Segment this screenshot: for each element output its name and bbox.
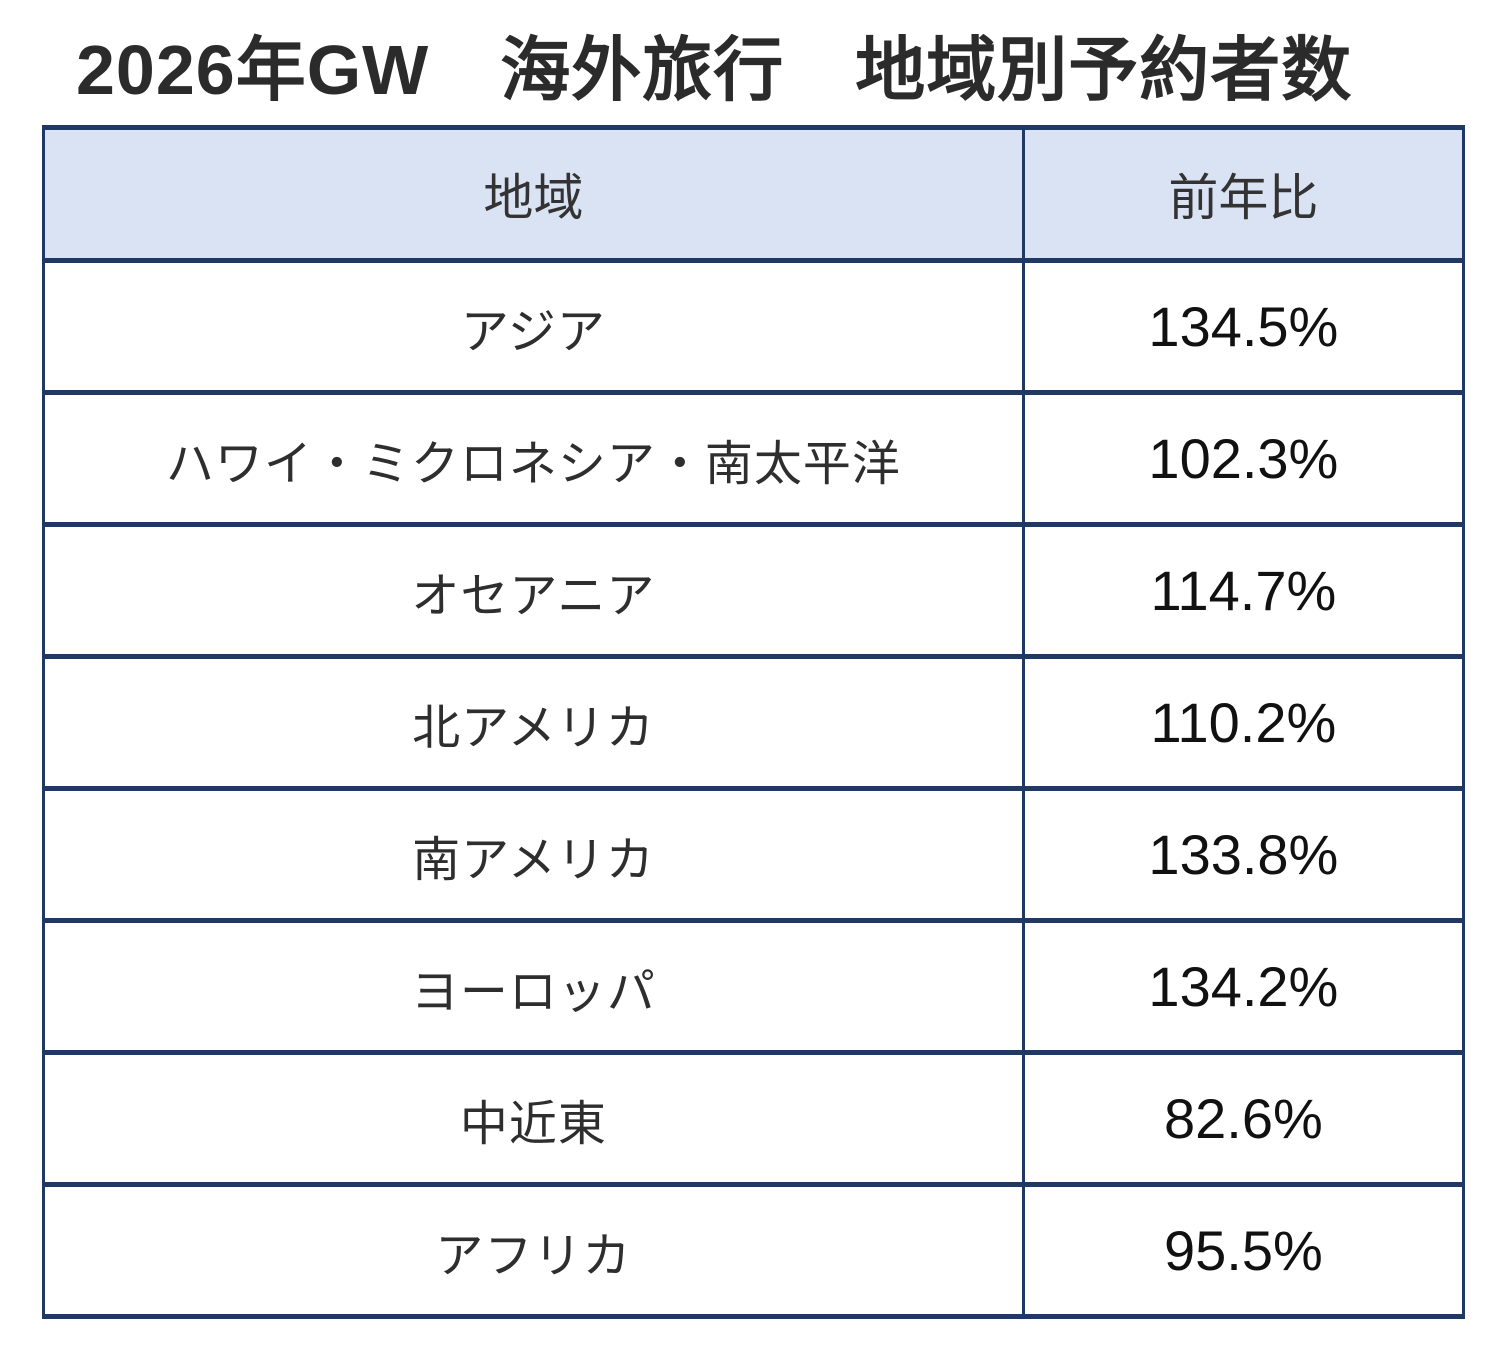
table-row: 南アメリカ 133.8% — [42, 786, 1466, 923]
bookings-by-region-table: 地域 前年比 アジア 134.5% ハワイ・ミクロネシア・南太平洋 102.3%… — [42, 125, 1466, 1319]
region-cell: 中近東 — [42, 1050, 1025, 1187]
yoy-cell: 95.5% — [1021, 1182, 1466, 1319]
region-cell: 南アメリカ — [42, 786, 1025, 923]
region-cell: オセアニア — [42, 522, 1025, 659]
table-body: アジア 134.5% ハワイ・ミクロネシア・南太平洋 102.3% オセアニア … — [42, 258, 1466, 1319]
table-header: 地域 前年比 — [42, 125, 1466, 263]
region-cell: ヨーロッパ — [42, 918, 1025, 1055]
region-cell: ハワイ・ミクロネシア・南太平洋 — [42, 390, 1025, 527]
table-row: 中近東 82.6% — [42, 1050, 1466, 1187]
yoy-cell: 134.5% — [1021, 258, 1466, 395]
table-row: ハワイ・ミクロネシア・南太平洋 102.3% — [42, 390, 1466, 527]
page-title: 2026年GW 海外旅行 地域別予約者数 — [76, 31, 1353, 109]
region-cell: アジア — [42, 258, 1025, 395]
yoy-cell: 110.2% — [1021, 654, 1466, 791]
column-header-region: 地域 — [42, 125, 1025, 263]
table-row: オセアニア 114.7% — [42, 522, 1466, 659]
yoy-cell: 133.8% — [1021, 786, 1466, 923]
table-row: 北アメリカ 110.2% — [42, 654, 1466, 791]
yoy-cell: 114.7% — [1021, 522, 1466, 659]
table-row: アジア 134.5% — [42, 258, 1466, 395]
region-cell: 北アメリカ — [42, 654, 1025, 791]
region-cell: アフリカ — [42, 1182, 1025, 1319]
header-row: 地域 前年比 — [42, 125, 1466, 263]
table-row: ヨーロッパ 134.2% — [42, 918, 1466, 1055]
table-row: アフリカ 95.5% — [42, 1182, 1466, 1319]
column-header-yoy: 前年比 — [1021, 125, 1466, 263]
yoy-cell: 82.6% — [1021, 1050, 1466, 1187]
yoy-cell: 102.3% — [1021, 390, 1466, 527]
yoy-cell: 134.2% — [1021, 918, 1466, 1055]
